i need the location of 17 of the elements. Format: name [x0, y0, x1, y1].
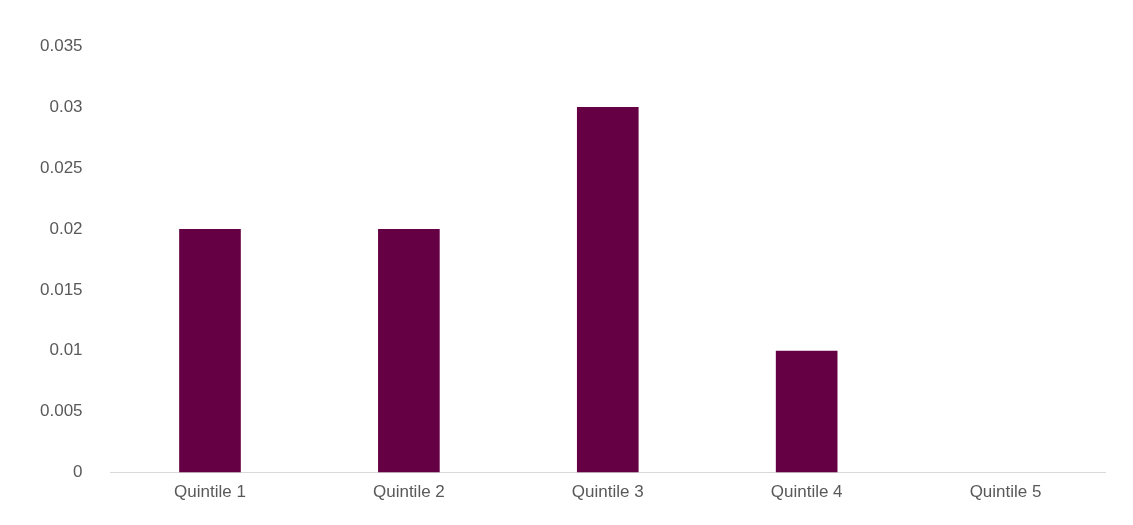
y-tick-label: 0.02: [49, 218, 83, 238]
y-tick-label: 0.03: [49, 96, 83, 116]
y-tick-label: 0.015: [39, 279, 83, 299]
x-tick-label: Quintile 4: [770, 482, 843, 502]
x-tick-label: Quintile 1: [174, 482, 246, 502]
y-tick-label: 0.035: [39, 35, 83, 55]
bar: [179, 228, 241, 473]
x-tick-label: Quintile 2: [372, 482, 445, 502]
y-tick-label: 0.01: [49, 340, 83, 360]
x-tick-label: Quintile 3: [571, 482, 644, 502]
bar: [378, 228, 440, 473]
bar: [775, 350, 838, 473]
y-tick-label: 0.025: [39, 157, 83, 177]
bar: [576, 107, 639, 473]
x-tick-label: Quintile 5: [969, 482, 1042, 502]
y-tick-label: 0: [73, 462, 83, 482]
y-tick-label: 0.005: [39, 401, 83, 421]
